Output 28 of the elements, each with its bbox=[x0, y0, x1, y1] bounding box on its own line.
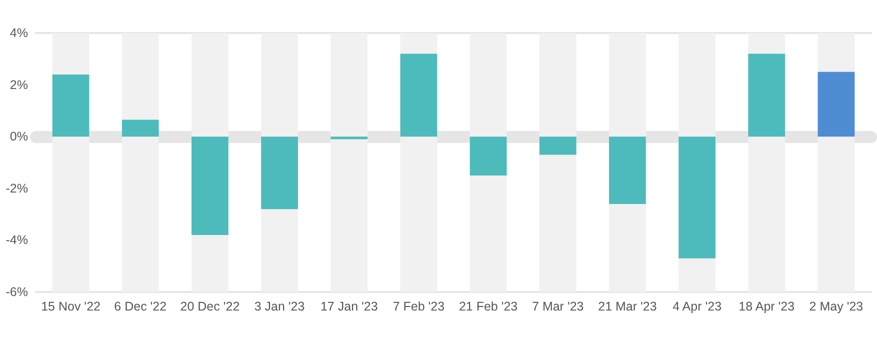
bar bbox=[539, 136, 576, 155]
x-tick-label: 3 Jan '23 bbox=[254, 300, 305, 314]
y-tick-label: 4% bbox=[10, 26, 28, 40]
x-tick-label: 4 Apr '23 bbox=[672, 300, 722, 314]
bar bbox=[52, 74, 90, 137]
x-tick-label: 21 Feb '23 bbox=[458, 300, 518, 314]
x-tick-label: 7 Feb '23 bbox=[392, 300, 445, 314]
y-tick-label: -4% bbox=[6, 233, 28, 248]
y-tick-label: -2% bbox=[6, 181, 28, 196]
bar bbox=[400, 54, 438, 137]
bar bbox=[609, 136, 646, 204]
x-tick-label: 18 Apr '23 bbox=[738, 300, 795, 314]
x-tick-label: 2 May '23 bbox=[809, 300, 864, 314]
x-tick-label: 20 Dec '22 bbox=[180, 300, 240, 314]
bar bbox=[748, 54, 786, 137]
x-tick-label: 17 Jan '23 bbox=[320, 300, 378, 314]
bar bbox=[818, 72, 855, 137]
bar bbox=[470, 136, 507, 176]
x-tick-label: 6 Dec '22 bbox=[114, 300, 167, 314]
bar bbox=[261, 136, 298, 210]
x-tick-label: 21 Mar '23 bbox=[598, 300, 657, 314]
y-tick-label: -6% bbox=[6, 285, 28, 299]
bar bbox=[122, 120, 159, 137]
y-tick-label: 2% bbox=[10, 78, 28, 92]
x-tick-label: 7 Mar '23 bbox=[532, 300, 584, 314]
bar bbox=[330, 136, 368, 140]
x-tick-label: 15 Nov '22 bbox=[41, 300, 101, 314]
y-tick-label: 0% bbox=[10, 130, 28, 144]
